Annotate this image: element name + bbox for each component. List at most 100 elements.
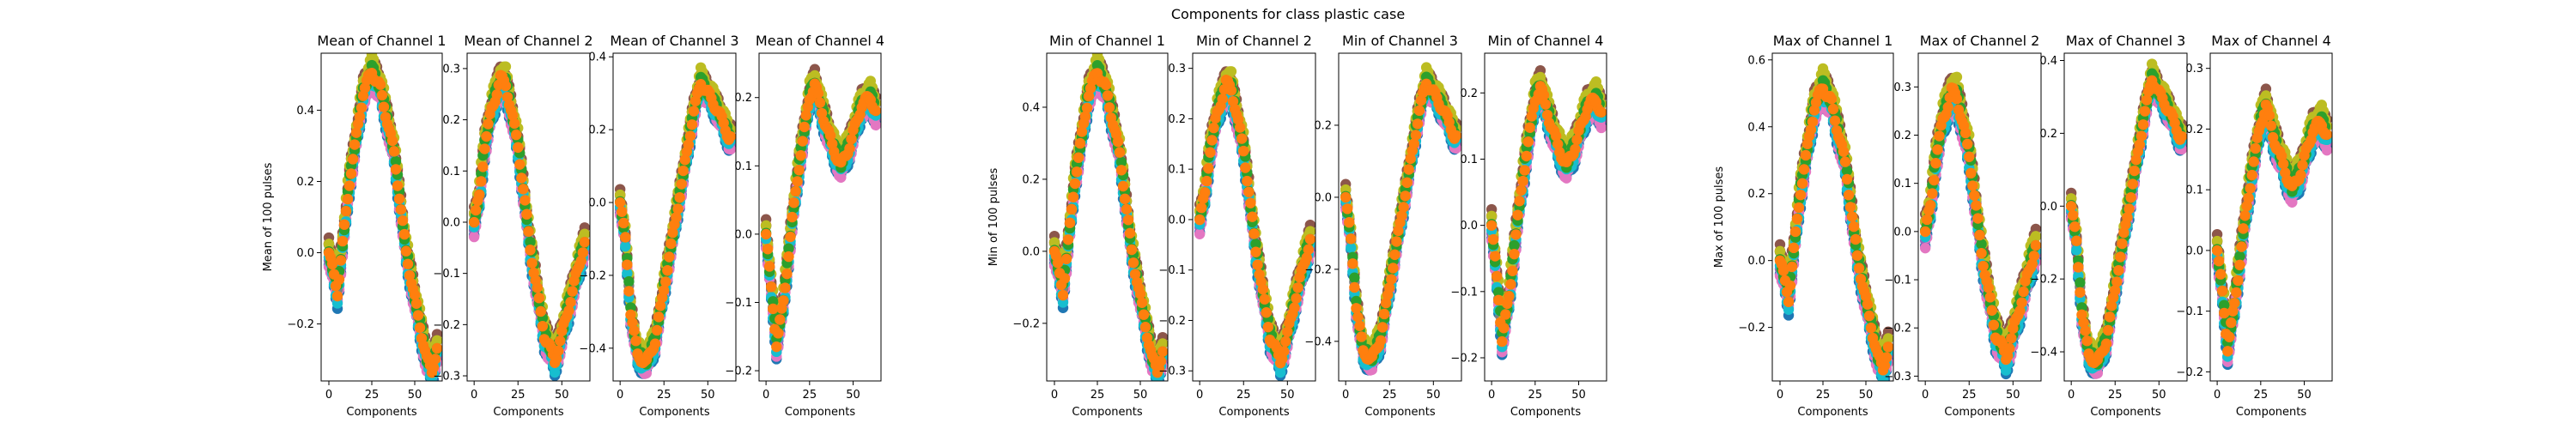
data-point [622, 259, 633, 270]
data-point [525, 245, 536, 256]
data-point [870, 105, 881, 117]
data-point [677, 165, 689, 177]
y-tick-label: 0.2 [1168, 113, 1186, 126]
data-point [331, 290, 343, 302]
data-point [535, 305, 546, 317]
data-point [622, 268, 633, 279]
data-point [1401, 177, 1413, 189]
data-point [783, 243, 794, 254]
data-point [1071, 166, 1083, 178]
data-point [1242, 175, 1253, 187]
y-axis-label: Min of 100 pulses [987, 168, 1000, 267]
subplot-title: Min of Channel 3 [1342, 33, 1458, 49]
data-point [1067, 191, 1079, 202]
data-point [812, 88, 824, 100]
data-point [345, 168, 357, 179]
scatter-points [1194, 66, 1315, 381]
data-point [518, 184, 529, 195]
x-tick-label: 0 [471, 389, 477, 402]
y-tick-label: 0.2 [296, 176, 314, 189]
data-point [355, 102, 368, 113]
data-point [523, 226, 534, 237]
x-axis-label: Components [1364, 406, 1435, 419]
data-point [526, 257, 538, 269]
data-point [402, 258, 414, 269]
x-tick-label: 25 [511, 389, 526, 402]
data-point [1243, 186, 1255, 198]
data-point [1388, 263, 1399, 274]
data-point [623, 275, 635, 287]
scatter-points [468, 61, 590, 381]
data-point [395, 204, 407, 215]
data-point [386, 135, 398, 147]
data-point [1081, 102, 1093, 114]
x-tick-label: 0 [617, 389, 623, 402]
data-point [659, 285, 670, 296]
data-point [508, 118, 520, 130]
y-tick-label: 0.2 [1314, 119, 1332, 132]
y-axis-label: Mean of 100 pulses [262, 162, 275, 271]
data-point [824, 130, 836, 142]
data-point [533, 293, 544, 304]
data-point [870, 119, 881, 131]
y-tick-label: 0.3 [1168, 63, 1186, 76]
data-point [1403, 164, 1414, 175]
data-point [1100, 79, 1112, 91]
data-point [1069, 178, 1081, 190]
data-point [1126, 244, 1138, 256]
data-point [1072, 152, 1084, 163]
data-point [672, 203, 683, 214]
data-point [579, 228, 590, 239]
subplot-title: Mean of Channel 1 [317, 33, 446, 49]
data-point [790, 185, 801, 197]
data-point [797, 136, 808, 147]
data-point [1391, 236, 1402, 247]
data-point [1117, 180, 1129, 192]
data-point [1155, 355, 1167, 367]
data-point [491, 89, 502, 100]
data-point [1232, 114, 1244, 125]
y-tick-label: 0.3 [442, 63, 460, 76]
data-point [333, 274, 345, 286]
data-point [397, 214, 409, 227]
data-point [1157, 338, 1168, 349]
scatter-points [760, 63, 881, 365]
data-point [1405, 153, 1416, 165]
data-point [1102, 90, 1114, 101]
data-point [676, 178, 687, 190]
data-point [760, 220, 772, 232]
data-point [792, 176, 803, 187]
data-point [1561, 172, 1572, 184]
y-tick-label: −0.2 [287, 318, 314, 331]
data-point [1129, 269, 1141, 280]
data-point [1349, 281, 1360, 293]
data-point [431, 342, 442, 354]
data-point [1234, 122, 1246, 133]
data-point [390, 164, 402, 175]
data-point [532, 282, 543, 293]
data-point [1340, 191, 1352, 203]
data-point [1386, 274, 1397, 285]
data-point [343, 180, 355, 191]
data-point [1136, 297, 1148, 308]
x-axis-label: Components [1218, 406, 1289, 419]
data-point [674, 192, 685, 203]
x-axis-label: Components [346, 406, 416, 419]
data-point [1217, 94, 1228, 105]
data-point [565, 297, 576, 308]
data-point [1066, 203, 1078, 215]
x-tick-label: 50 [846, 389, 860, 402]
scatter-points [1340, 62, 1461, 376]
data-point [500, 80, 512, 92]
axes-frame [1338, 52, 1462, 382]
data-point [374, 79, 386, 90]
data-point [513, 142, 524, 154]
data-point [688, 106, 700, 117]
data-point [617, 206, 628, 217]
data-point [1393, 225, 1404, 237]
data-point [338, 219, 350, 230]
subplot-title: Min of Channel 2 [1196, 33, 1312, 49]
